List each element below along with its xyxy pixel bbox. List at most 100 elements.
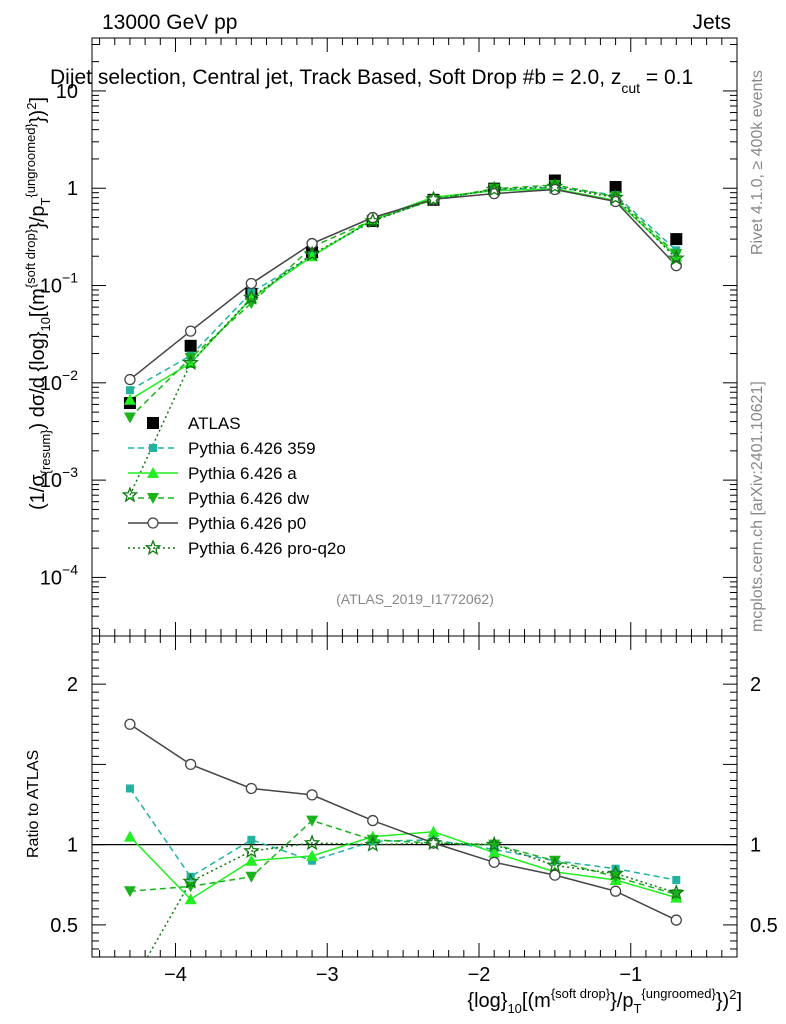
ratio-point-pythia-6-426-p0: [549, 869, 561, 881]
ratio-point-pythia-6-426-pro-q2o: [607, 864, 624, 881]
ratio-point-pythia-6-426-dw: [245, 871, 258, 883]
legend-marker-pythia-6-426-a: [147, 467, 159, 478]
main-y-tick-label: 10: [56, 81, 78, 103]
main-y-tick-label: 1: [67, 178, 78, 200]
ratio-point-pythia-6-426-pro-q2o: [546, 856, 564, 873]
ratio-point-pythia-6-426-pro-q2o: [667, 884, 685, 900]
process-label: Jets: [692, 11, 731, 34]
main-point-pythia-6-426-pro-q2o: [485, 180, 503, 197]
x-tick-label: −1: [619, 964, 642, 986]
main-point-pythia-6-426-pro-q2o: [182, 354, 199, 371]
ratio-point-pythia-6-426-359: [247, 835, 256, 844]
ratio-point-pythia-6-426-a: [427, 825, 440, 837]
main-point-pythia-6-426-pro-q2o: [242, 288, 260, 305]
ratio-point-pythia-6-426-pro-q2o: [364, 835, 382, 852]
selection-title: Dijet selection, Central jet, Track Base…: [50, 66, 693, 96]
main-line-pythia-6-426-p0: [129, 188, 677, 381]
ratio-point-pythia-6-426-dw: [366, 834, 379, 846]
legend-label-pythia-6-426-a: Pythia 6.426 a: [188, 464, 297, 483]
main-point-pythia-6-426-pro-q2o: [364, 212, 382, 229]
analysis-id-label: (ATLAS_2019_I1772062): [336, 591, 494, 607]
legend-marker-pythia-6-426-p0: [147, 517, 159, 529]
main-point-pythia-6-426-pro-q2o: [667, 249, 685, 266]
ratio-point-pythia-6-426-p0: [367, 814, 379, 827]
main-line-pythia-6-426-pro-q2o: [129, 185, 677, 496]
x-tick-label: −3: [316, 964, 339, 986]
mcplots-reference-label: mcplots.cern.ch [arXiv:2401.10621]: [749, 381, 766, 632]
ratio-point-pythia-6-426-pro-q2o: [425, 834, 442, 851]
main-line-pythia-6-426-dw: [129, 184, 677, 419]
legend-label-pythia-6-426-dw: Pythia 6.426 dw: [188, 489, 310, 508]
ratio-point-pythia-6-426-a: [123, 830, 136, 842]
ratio-y-tick-label-right: 1: [750, 835, 761, 857]
ratio-point-pythia-6-426-359: [672, 875, 681, 884]
main-y-tick-label: 10−4: [40, 561, 78, 589]
main-point-pythia-6-426-p0: [245, 277, 258, 290]
ratio-point-pythia-6-426-p0: [245, 782, 258, 795]
main-point-pythia-6-426-a: [123, 393, 136, 405]
main-point-atlas: [184, 339, 197, 352]
ratio-point-pythia-6-426-p0: [609, 885, 622, 897]
ratio-point-pythia-6-426-dw: [548, 855, 561, 867]
legend: ATLAS Pythia 6.426 359 Pythia 6.426 a Pythi…: [128, 414, 346, 558]
main-point-pythia-6-426-dw: [670, 249, 683, 261]
main-y-axis-label: (1/σ{resum}) dσ/d {log}10[(m{soft drop}}…: [23, 97, 53, 510]
legend-marker-pythia-6-426-359: [149, 444, 157, 452]
main-line-pythia-6-426-359: [129, 186, 677, 391]
x-tick-label: −4: [164, 964, 187, 986]
ratio-point-pythia-6-426-a: [245, 854, 258, 866]
main-point-pythia-6-426-dw: [184, 352, 197, 364]
main-point-pythia-6-426-p0: [124, 373, 136, 386]
ratio-point-pythia-6-426-a: [306, 849, 319, 861]
main-point-pythia-6-426-pro-q2o: [607, 188, 624, 205]
main-series-markers: [121, 174, 685, 503]
ratio-series-markers: [123, 718, 685, 926]
ratio-point-pythia-6-426-pro-q2o: [243, 842, 260, 859]
ratio-point-pythia-6-426-p0: [124, 718, 136, 730]
ratio-y-tick-label-right: 2: [750, 674, 761, 696]
ratio-y-tick-label: 0.5: [50, 915, 78, 937]
main-point-pythia-6-426-pro-q2o: [546, 177, 564, 194]
ratio-series-lines: [129, 723, 677, 957]
x-tick-label: −2: [468, 964, 491, 986]
x-axis-label: {log}10[(m{soft drop}}/pT{ungroomed}})2]: [467, 986, 742, 1016]
legend-label-pythia-6-426-pro-q2o: Pythia 6.426 pro-q2o: [188, 539, 346, 558]
ratio-line-pythia-6-426-359: [129, 788, 677, 881]
ratio-y-tick-label-right: 0.5: [750, 915, 778, 937]
ratio-point-pythia-6-426-359: [611, 864, 620, 873]
ratio-point-pythia-6-426-359: [125, 784, 134, 793]
main-point-pythia-6-426-p0: [184, 325, 197, 337]
main-point-pythia-6-426-359: [125, 386, 134, 395]
main-line-pythia-6-426-a: [129, 187, 677, 401]
ratio-line-pythia-6-426-a: [129, 831, 677, 901]
axis-ticks: −4 −3 −2 −1 10−4 10−3 10−2 10−1 1 10 0.5 0.5 1 1 2 2: [40, 38, 778, 986]
ratio-point-pythia-6-426-p0: [670, 914, 682, 926]
main-point-pythia-6-426-pro-q2o: [425, 190, 442, 207]
ratio-point-pythia-6-426-dw: [306, 815, 319, 827]
ratio-line-pythia-6-426-p0: [129, 723, 677, 921]
ratio-y-tick-label: 1: [67, 835, 78, 857]
ratio-y-axis-label: Ratio to ATLAS: [25, 750, 42, 858]
ratio-point-pythia-6-426-pro-q2o: [485, 835, 503, 852]
main-point-pythia-6-426-dw: [123, 412, 136, 424]
main-point-atlas: [670, 233, 683, 246]
ratio-point-pythia-6-426-a: [184, 893, 197, 905]
legend-label-pythia-6-426-359: Pythia 6.426 359: [188, 439, 316, 458]
main-y-tick-label: 10−2: [40, 367, 78, 395]
legend-marker-pythia-6-426-dw: [147, 493, 159, 504]
legend-label-pythia-6-426-p0: Pythia 6.426 p0: [188, 514, 306, 533]
ratio-point-pythia-6-426-p0: [184, 758, 197, 771]
ratio-panel-frame: [91, 635, 738, 958]
ratio-point-pythia-6-426-dw: [123, 886, 136, 898]
legend-marker-atlas: [147, 417, 159, 429]
ratio-point-pythia-6-426-a: [488, 846, 501, 858]
main-y-tick-label: 10−3: [40, 464, 78, 492]
ratio-point-pythia-6-426-pro-q2o: [303, 834, 321, 851]
ratio-point-pythia-6-426-p0: [306, 789, 318, 801]
ratio-point-pythia-6-426-dw: [670, 889, 683, 901]
ratio-y-tick-label: 2: [67, 674, 78, 696]
ratio-line-pythia-6-426-dw: [129, 819, 677, 896]
ratio-point-pythia-6-426-pro-q2o: [182, 872, 199, 889]
legend-label-atlas: ATLAS: [188, 414, 241, 433]
ratio-point-pythia-6-426-p0: [488, 856, 500, 868]
